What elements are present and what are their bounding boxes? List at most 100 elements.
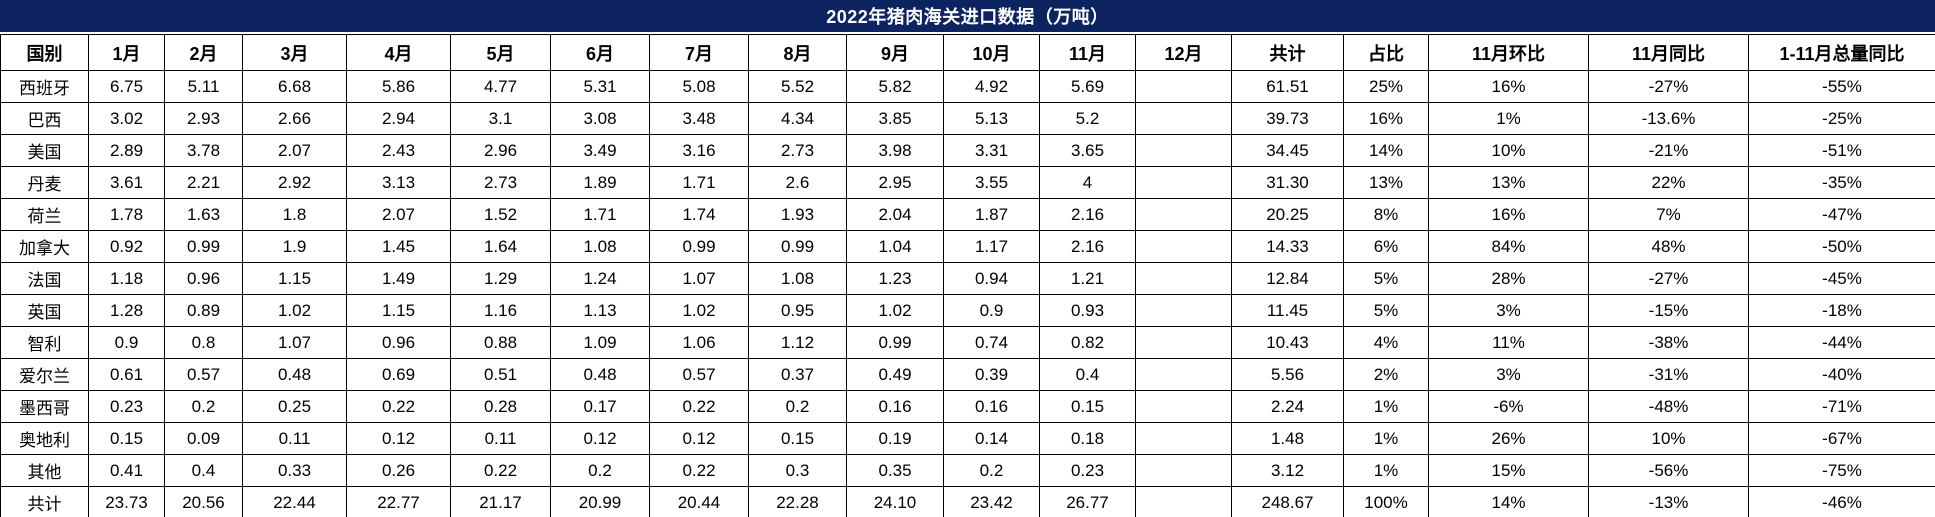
value-cell: 1.08	[550, 230, 650, 263]
value-cell: -56%	[1588, 454, 1749, 487]
value-cell: 1.8	[242, 198, 347, 231]
value-cell: 2%	[1343, 358, 1429, 391]
value-cell: 22.28	[748, 486, 847, 517]
value-cell: 16%	[1428, 198, 1589, 231]
value-cell: 2.16	[1039, 230, 1136, 263]
table-header: 国别 1月 2月 3月 4月 5月 6月 7月 8月 9月 10月 11月 12月 共计 占比 11月环比 11…	[0, 34, 1935, 71]
column-header: 3月	[242, 34, 347, 71]
value-cell: 0.37	[748, 358, 847, 391]
column-header: 国别	[0, 34, 89, 71]
column-header: 5月	[450, 34, 551, 71]
value-cell: 0.94	[943, 262, 1040, 295]
value-cell: 3%	[1428, 358, 1589, 391]
value-cell: 21.17	[450, 486, 551, 517]
value-cell: 11.45	[1231, 294, 1344, 327]
value-cell: 0.22	[450, 454, 551, 487]
value-cell: 4	[1039, 166, 1136, 199]
value-cell: 1.09	[550, 326, 650, 359]
value-cell: 1.64	[450, 230, 551, 263]
value-cell: 3.48	[649, 102, 749, 135]
table-row: 加拿大 0.92 0.99 1.9 1.45 1.64 1.08 0.99 0.99 1.04 1.…	[0, 230, 1935, 263]
value-cell	[1135, 134, 1232, 167]
value-cell: 0.4	[1039, 358, 1136, 391]
value-cell	[1135, 358, 1232, 391]
value-cell: 14%	[1343, 134, 1429, 167]
value-cell: 1%	[1343, 422, 1429, 455]
value-cell: 4.77	[450, 70, 551, 103]
table-row: 其他 0.41 0.4 0.33 0.26 0.22 0.2 0.22 0.3 0.35 0.2 0.…	[0, 454, 1935, 487]
value-cell	[1135, 486, 1232, 517]
table-row: 智利 0.9 0.8 1.07 0.96 0.88 1.09 1.06 1.12 0.99 0.74…	[0, 326, 1935, 359]
value-cell: 1.23	[846, 262, 944, 295]
value-cell: 0.18	[1039, 422, 1136, 455]
value-cell: 1.04	[846, 230, 944, 263]
value-cell: 0.51	[450, 358, 551, 391]
value-cell: 0.93	[1039, 294, 1136, 327]
value-cell: -75%	[1748, 454, 1935, 487]
value-cell: 20.25	[1231, 198, 1344, 231]
value-cell: 5.08	[649, 70, 749, 103]
value-cell: 5%	[1343, 262, 1429, 295]
value-cell: 0.23	[1039, 454, 1136, 487]
value-cell: 1.71	[550, 198, 650, 231]
value-cell: 23.73	[88, 486, 165, 517]
value-cell: 0.15	[1039, 390, 1136, 423]
value-cell: 0.48	[550, 358, 650, 391]
table-row: 巴西 3.02 2.93 2.66 2.94 3.1 3.08 3.48 4.34 3.85 5.1…	[0, 102, 1935, 135]
value-cell: 1.07	[242, 326, 347, 359]
value-cell: 26.77	[1039, 486, 1136, 517]
value-cell: 0.26	[346, 454, 451, 487]
table-row: 英国 1.28 0.89 1.02 1.15 1.16 1.13 1.02 0.95 1.02 0.…	[0, 294, 1935, 327]
value-cell: 16%	[1343, 102, 1429, 135]
value-cell: 2.07	[242, 134, 347, 167]
value-cell: 1.15	[346, 294, 451, 327]
value-cell: 48%	[1588, 230, 1749, 263]
value-cell: 5.11	[164, 70, 243, 103]
value-cell: 1.63	[164, 198, 243, 231]
value-cell: 22.77	[346, 486, 451, 517]
value-cell: 5.52	[748, 70, 847, 103]
value-cell: 24.10	[846, 486, 944, 517]
value-cell: 3.85	[846, 102, 944, 135]
value-cell: 1.17	[943, 230, 1040, 263]
value-cell: 14.33	[1231, 230, 1344, 263]
value-cell: -38%	[1588, 326, 1749, 359]
value-cell	[1135, 70, 1232, 103]
value-cell: 0.99	[164, 230, 243, 263]
value-cell: 0.19	[846, 422, 944, 455]
value-cell: 1.74	[649, 198, 749, 231]
column-header: 8月	[748, 34, 847, 71]
value-cell: 0.22	[649, 390, 749, 423]
value-cell: -25%	[1748, 102, 1935, 135]
value-cell	[1135, 294, 1232, 327]
value-cell: 1.13	[550, 294, 650, 327]
value-cell: 0.99	[846, 326, 944, 359]
column-header: 12月	[1135, 34, 1232, 71]
country-cell: 美国	[0, 134, 89, 167]
value-cell: 0.09	[164, 422, 243, 455]
value-cell: 6%	[1343, 230, 1429, 263]
country-cell: 爱尔兰	[0, 358, 89, 391]
value-cell: 5.31	[550, 70, 650, 103]
value-cell: -45%	[1748, 262, 1935, 295]
value-cell: 0.16	[846, 390, 944, 423]
value-cell: 0.22	[346, 390, 451, 423]
value-cell: 0.92	[88, 230, 165, 263]
value-cell: 2.43	[346, 134, 451, 167]
value-cell: 1%	[1343, 454, 1429, 487]
table-row: 墨西哥 0.23 0.2 0.25 0.22 0.28 0.17 0.22 0.2 0.16 0.1…	[0, 390, 1935, 423]
value-cell: 61.51	[1231, 70, 1344, 103]
value-cell: 2.89	[88, 134, 165, 167]
value-cell: 1.02	[242, 294, 347, 327]
value-cell: 1.08	[748, 262, 847, 295]
value-cell: 0.2	[748, 390, 847, 423]
column-header: 11月	[1039, 34, 1136, 71]
value-cell: 1.15	[242, 262, 347, 295]
value-cell: -44%	[1748, 326, 1935, 359]
column-header: 11月环比	[1428, 34, 1589, 71]
value-cell: 2.07	[346, 198, 451, 231]
column-header: 1月	[88, 34, 165, 71]
value-cell: 2.73	[450, 166, 551, 199]
header-row: 国别 1月 2月 3月 4月 5月 6月 7月 8月 9月 10月 11月 12月 共计 占比 11月环比 11…	[0, 34, 1935, 71]
